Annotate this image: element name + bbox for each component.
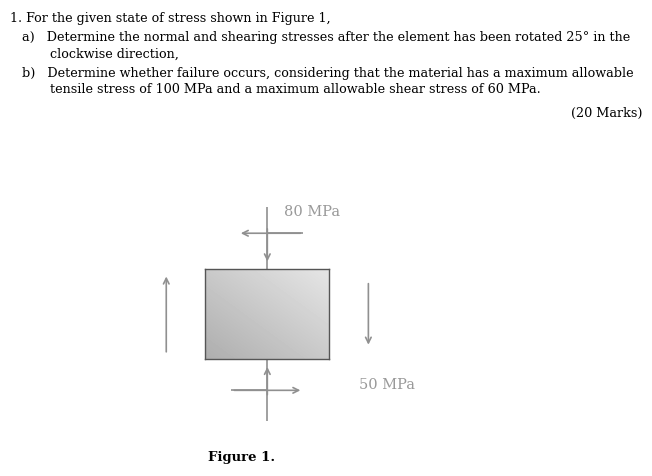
Text: clockwise direction,: clockwise direction, bbox=[10, 48, 179, 60]
Text: a)   Determine the normal and shearing stresses after the element has been rotat: a) Determine the normal and shearing str… bbox=[10, 31, 630, 44]
Text: 1. For the given state of stress shown in Figure 1,: 1. For the given state of stress shown i… bbox=[10, 12, 331, 25]
Text: Figure 1.: Figure 1. bbox=[208, 451, 274, 464]
Text: b)   Determine whether failure occurs, considering that the material has a maxim: b) Determine whether failure occurs, con… bbox=[10, 67, 633, 79]
Text: 50 MPa: 50 MPa bbox=[359, 378, 415, 392]
Text: 80 MPa: 80 MPa bbox=[284, 205, 340, 218]
Text: tensile stress of 100 MPa and a maximum allowable shear stress of 60 MPa.: tensile stress of 100 MPa and a maximum … bbox=[10, 83, 541, 96]
Text: (20 Marks): (20 Marks) bbox=[570, 107, 642, 120]
